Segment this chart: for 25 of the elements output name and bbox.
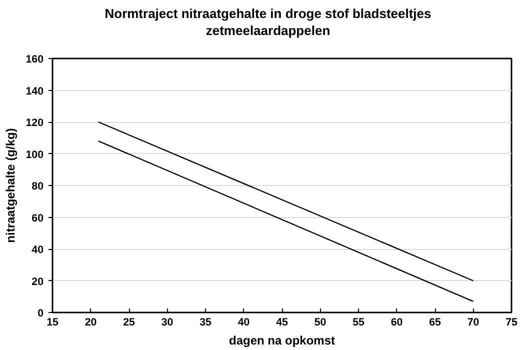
x-tick-label: 50 xyxy=(314,316,326,328)
y-tick-label: 140 xyxy=(26,85,44,98)
y-tick-label: 120 xyxy=(26,117,44,129)
y-tick-label: 60 xyxy=(32,212,44,224)
x-tick-label: 60 xyxy=(390,316,403,328)
x-tick-label: 55 xyxy=(352,316,364,328)
x-tick-label: 45 xyxy=(276,316,288,328)
x-axis-title: dagen na opkomst xyxy=(228,334,336,348)
x-tick-label: 75 xyxy=(506,316,518,328)
y-tick-label: 40 xyxy=(32,244,44,256)
x-tick-label: 70 xyxy=(467,316,480,328)
x-tick-label: 35 xyxy=(200,316,212,328)
x-tick-label: 65 xyxy=(429,316,441,328)
y-tick-label: 0 xyxy=(38,308,44,320)
y-tick-label: 20 xyxy=(32,276,44,288)
x-tick-label: 20 xyxy=(84,316,97,328)
y-tick-label: 100 xyxy=(26,148,44,161)
y-axis-title: nitraatgehalte (g/kg) xyxy=(4,128,18,243)
x-tick-label: 30 xyxy=(161,316,174,328)
y-tick-label: 160 xyxy=(26,54,44,66)
x-tick-label: 15 xyxy=(46,316,58,328)
chart-title: Normtraject nitraatgehalte in droge stof bladsteeltjes zetmeelaardappelen xyxy=(104,5,432,39)
x-tick-label: 40 xyxy=(238,316,250,328)
y-tick-label: 80 xyxy=(32,180,44,192)
x-tick-label: 25 xyxy=(123,316,135,328)
